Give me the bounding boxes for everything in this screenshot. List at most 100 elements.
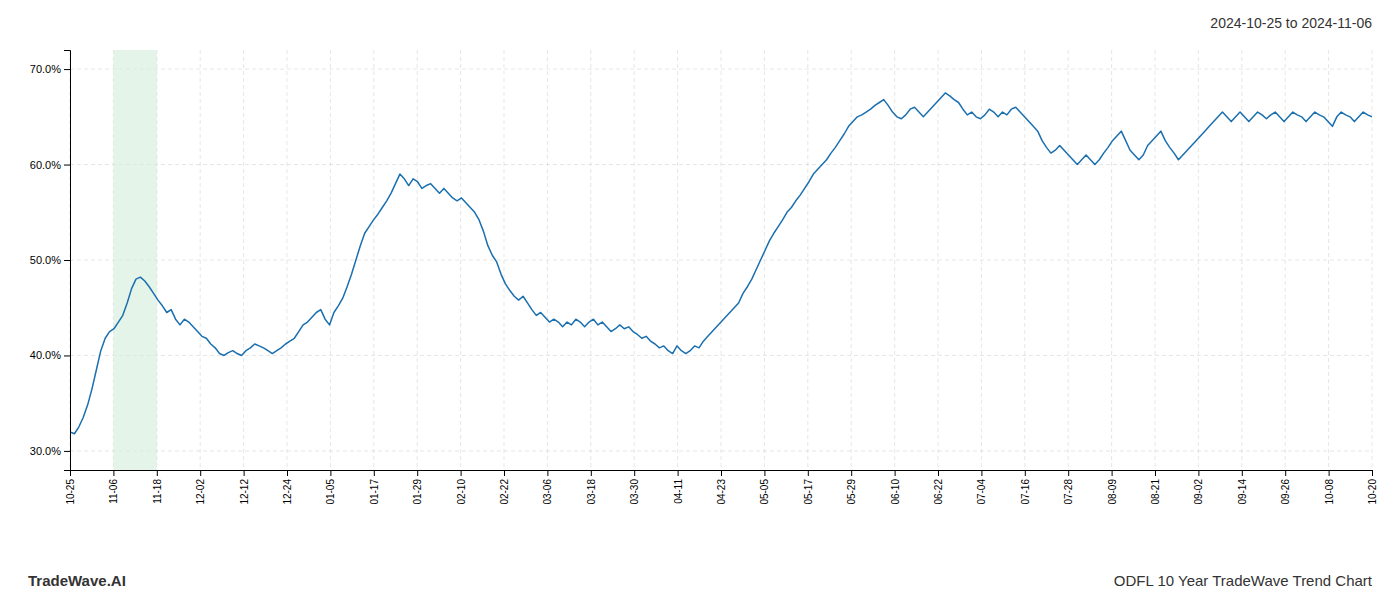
tick-mark	[1112, 470, 1113, 476]
footer-right: ODFL 10 Year TradeWave Trend Chart	[1114, 572, 1373, 589]
tick: 05-05	[759, 470, 770, 505]
tick: 10-25	[65, 470, 76, 505]
tick-label: 09-02	[1193, 479, 1204, 505]
tick-label: 02-10	[456, 479, 467, 505]
tick-mark	[591, 470, 592, 476]
tick: 01-17	[369, 470, 380, 505]
tick: 09-26	[1280, 470, 1291, 505]
tick: 05-29	[846, 470, 857, 505]
tick: 10-20	[1367, 470, 1378, 505]
tick-mark	[1242, 470, 1243, 476]
tick-label: 09-14	[1237, 479, 1248, 505]
tick-mark	[808, 470, 809, 476]
tick-label: 09-26	[1280, 479, 1291, 505]
tick-label: 02-22	[499, 479, 510, 505]
tick: 09-14	[1237, 470, 1248, 505]
tick-mark	[764, 470, 765, 476]
tick: 02-10	[456, 470, 467, 505]
tick: 01-29	[412, 470, 423, 505]
footer-left: TradeWave.AI	[28, 572, 126, 589]
tick-mark	[1155, 470, 1156, 476]
tick-mark	[64, 355, 70, 356]
tick-label: 10-25	[65, 479, 76, 505]
tick-mark	[157, 470, 158, 476]
tick: 04-23	[716, 470, 727, 505]
tick-label: 03-06	[542, 479, 553, 505]
tick-label: 10-08	[1324, 479, 1335, 505]
grid-line	[460, 50, 461, 470]
tick: 10-08	[1324, 470, 1335, 505]
tick-label: 06-22	[933, 479, 944, 505]
tick-mark	[330, 470, 331, 476]
tick-mark	[64, 451, 70, 452]
tick-label: 05-17	[803, 479, 814, 505]
tick-label: 07-28	[1063, 479, 1074, 505]
tick: 40.0%	[30, 349, 70, 361]
tick-mark	[721, 470, 722, 476]
tick-label: 10-20	[1367, 479, 1378, 505]
grid-line	[70, 69, 1372, 70]
tick-mark	[1198, 470, 1199, 476]
chart: 10-25 11-06 11-18 12-02 12-12 12-24 01-05 01-17…	[0, 0, 1400, 600]
tick: 05-17	[803, 470, 814, 505]
tick-mark	[64, 260, 70, 261]
tick-mark	[1285, 470, 1286, 476]
line	[70, 93, 1372, 434]
tick: 01-05	[325, 470, 336, 505]
grid-line	[70, 260, 1372, 261]
tick-label: 01-05	[325, 479, 336, 505]
tick: 07-04	[976, 470, 987, 505]
tick: 12-02	[195, 470, 206, 505]
tick: 03-06	[542, 470, 553, 505]
grid-line	[1111, 50, 1112, 470]
grid-line	[70, 450, 1372, 451]
tick: 30.0%	[30, 445, 70, 457]
tick-mark	[678, 470, 679, 476]
tick-label: 06-10	[890, 479, 901, 505]
tick-label: 11-18	[152, 479, 163, 504]
tick: 06-10	[890, 470, 901, 505]
y-axis: 30.0% 40.0% 50.0% 60.0% 70.0%	[30, 51, 71, 471]
tick-mark	[634, 470, 635, 476]
tick: 03-18	[586, 470, 597, 505]
tick: 08-21	[1150, 470, 1161, 505]
tick-mark	[374, 470, 375, 476]
tick-mark	[1025, 470, 1026, 476]
tick: 12-12	[239, 470, 250, 505]
tick: 70.0%	[30, 63, 70, 75]
tick-label: 12-02	[195, 479, 206, 505]
tick-label: 05-05	[759, 479, 770, 505]
tick-mark	[64, 165, 70, 166]
tick-mark	[244, 470, 245, 476]
axis-line	[71, 471, 1373, 477]
marks	[70, 50, 1372, 470]
tick: 12-24	[282, 470, 293, 505]
grid-line	[1328, 50, 1329, 470]
tick: 11-06	[108, 470, 119, 504]
tick: 02-22	[499, 470, 510, 505]
tick-mark	[1329, 470, 1330, 476]
tick-label: 60.0%	[30, 159, 61, 171]
tick-mark	[1372, 470, 1373, 476]
tick-mark	[1068, 470, 1069, 476]
tick: 11-18	[152, 470, 163, 504]
tick-label: 03-30	[629, 479, 640, 505]
tick: 09-02	[1193, 470, 1204, 505]
x-axis: 10-25 11-06 11-18 12-02 12-12 12-24 01-05 01-17…	[65, 470, 1378, 505]
tick-label: 04-11	[673, 479, 684, 504]
tick-mark	[981, 470, 982, 476]
tick: 50.0%	[30, 254, 70, 266]
tick-label: 12-24	[282, 479, 293, 505]
tick-label: 01-17	[369, 479, 380, 505]
tick-mark	[461, 470, 462, 476]
tick-label: 12-12	[239, 479, 250, 505]
tick-mark	[938, 470, 939, 476]
title: 2024-10-25 to 2024-11-06	[1210, 15, 1372, 31]
tick-mark	[851, 470, 852, 476]
tick: 07-16	[1020, 470, 1031, 505]
grid	[70, 50, 1372, 470]
grid-line	[70, 355, 1372, 356]
tick-label: 08-21	[1150, 479, 1161, 505]
tick-label: 08-09	[1107, 479, 1118, 505]
tick-mark	[113, 470, 114, 476]
